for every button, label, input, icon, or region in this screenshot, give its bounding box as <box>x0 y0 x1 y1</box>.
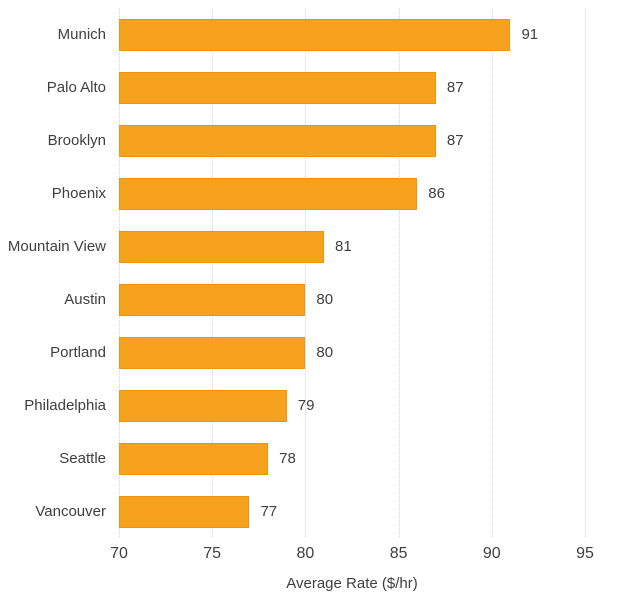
value-label: 77 <box>260 503 278 520</box>
plot-area <box>119 8 586 537</box>
bar <box>119 390 287 422</box>
value-label: 80 <box>316 344 334 361</box>
category-label: Seattle <box>59 450 106 467</box>
bar <box>119 178 418 210</box>
gridline <box>398 8 400 537</box>
x-tick-label: 70 <box>110 545 128 562</box>
value-label: 78 <box>279 450 296 467</box>
gridline <box>491 8 493 537</box>
gridline <box>212 8 214 537</box>
bar <box>119 125 436 157</box>
bar <box>119 496 250 528</box>
x-axis-title: Average Rate ($/hr) <box>286 575 418 592</box>
value-label: 87 <box>446 79 464 96</box>
x-tick-label: 95 <box>576 545 594 562</box>
x-tick-label: 75 <box>203 545 222 562</box>
value-label: 87 <box>446 132 464 149</box>
gridline <box>585 8 586 537</box>
category-label: Philadelphia <box>24 397 106 414</box>
value-label: 86 <box>428 185 445 202</box>
bar <box>119 284 306 316</box>
bar <box>119 231 325 263</box>
bar <box>119 72 436 104</box>
category-label: Brooklyn <box>47 132 106 149</box>
bar <box>119 19 511 51</box>
category-label: Palo Alto <box>46 79 106 96</box>
category-label: Vancouver <box>35 503 106 520</box>
category-label: Mountain View <box>7 238 106 255</box>
value-label: 81 <box>335 238 352 255</box>
category-label: Austin <box>64 291 106 308</box>
category-label: Phoenix <box>51 185 106 202</box>
value-label: 80 <box>316 291 334 308</box>
category-label: Portland <box>50 344 106 361</box>
x-tick-label: 90 <box>482 545 501 562</box>
bar <box>119 443 269 475</box>
category-label: Munich <box>57 26 106 43</box>
bar <box>119 337 306 369</box>
x-tick-label: 85 <box>389 545 408 562</box>
value-label: 79 <box>297 397 315 414</box>
value-label: 91 <box>521 26 539 43</box>
gridline <box>119 8 120 537</box>
x-tick-label: 80 <box>296 545 315 562</box>
gridline <box>305 8 307 537</box>
